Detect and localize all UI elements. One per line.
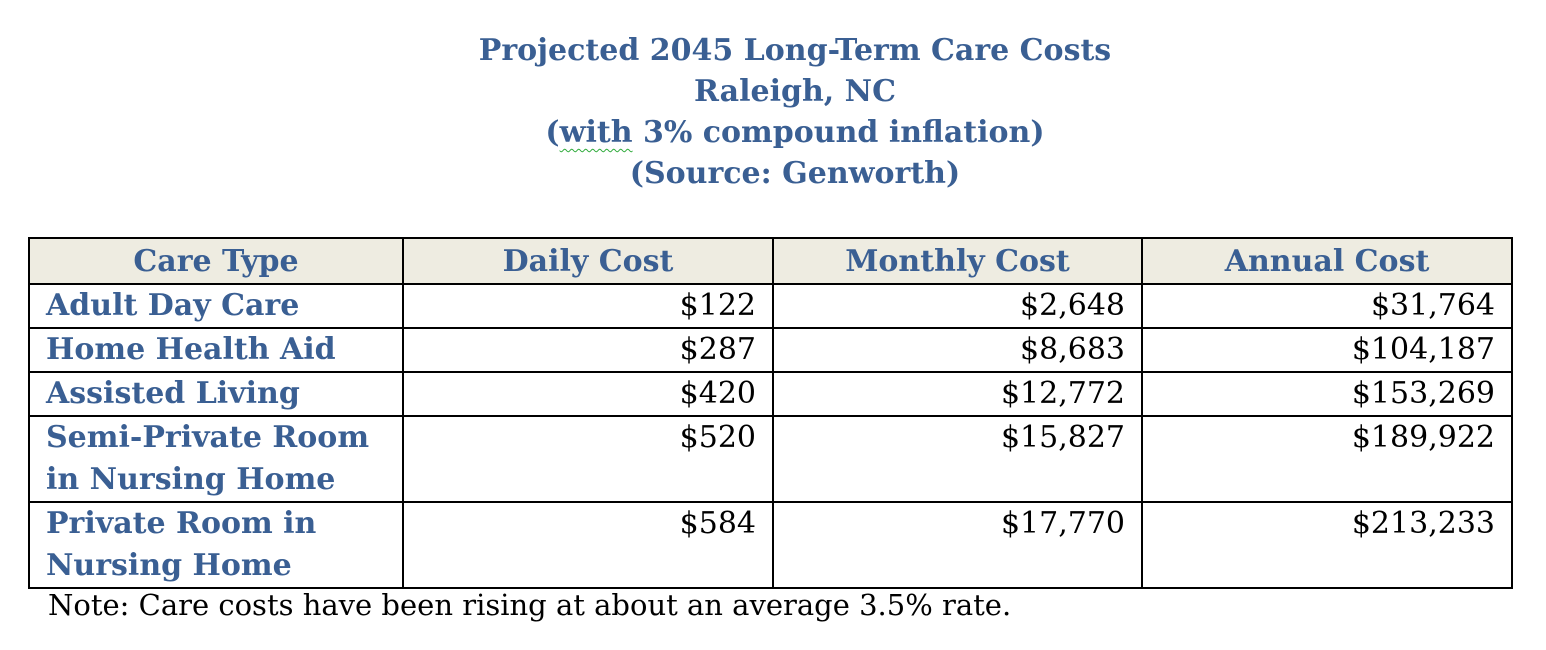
monthly-cost-cell: $2,648	[772, 283, 1143, 329]
title-line-heading: Projected 2045 Long-Term Care Costs	[478, 33, 1112, 68]
monthly-cost-cell: $12,772	[772, 371, 1143, 417]
monthly-cost-cell: $15,827	[772, 415, 1143, 503]
daily-cost-cell: $520	[402, 415, 774, 503]
table-row: Adult Day Care $122 $2,648 $31,764	[28, 283, 1513, 329]
care-type-cell: Adult Day Care	[28, 283, 404, 329]
care-type-label-line: Private Room in	[46, 506, 317, 541]
daily-cost-cell: $584	[402, 501, 774, 589]
header-row: Care Type Daily Cost Monthly Cost Annual…	[28, 237, 1513, 285]
care-type-label-line: in Nursing Home	[46, 462, 336, 497]
daily-cost-cell: $287	[402, 327, 774, 373]
care-type-cell: Semi-Private Room in Nursing Home	[28, 415, 404, 503]
header-care-type: Care Type	[28, 237, 404, 285]
annual-cost-cell: $153,269	[1141, 371, 1513, 417]
title-inflation-rest: 3% compound inflation)	[632, 115, 1045, 150]
care-type-cell: Home Health Aid	[28, 327, 404, 373]
table-body: Adult Day Care $122 $2,648 $31,764 Home …	[28, 283, 1513, 589]
annual-cost-cell: $31,764	[1141, 283, 1513, 329]
care-type-cell: Assisted Living	[28, 371, 404, 417]
daily-cost-cell: $420	[402, 371, 774, 417]
table-row: Assisted Living $420 $12,772 $153,269	[28, 371, 1513, 417]
care-type-label-line: Semi-Private Room	[46, 420, 370, 455]
spellcheck-squiggle-word: with	[559, 115, 633, 150]
annual-cost-cell: $104,187	[1141, 327, 1513, 373]
monthly-cost-cell: $8,683	[772, 327, 1143, 373]
table-row: Semi-Private Room in Nursing Home $520 $1…	[28, 415, 1513, 503]
header-annual-cost: Annual Cost	[1141, 237, 1513, 285]
care-type-cell: Private Room in Nursing Home	[28, 501, 404, 589]
annual-cost-cell: $189,922	[1141, 415, 1513, 503]
header-monthly-cost: Monthly Cost	[772, 237, 1143, 285]
footnote: Note: Care costs have been rising at abo…	[48, 588, 1012, 622]
care-type-label: Adult Day Care	[46, 288, 300, 323]
table-header: Care Type Daily Cost Monthly Cost Annual…	[28, 237, 1513, 285]
title-line-location: Raleigh, NC	[694, 74, 896, 109]
care-type-label: Assisted Living	[46, 376, 300, 411]
header-daily-cost: Daily Cost	[402, 237, 774, 285]
daily-cost-cell: $122	[402, 283, 774, 329]
table-row: Private Room in Nursing Home $584 $17,770…	[28, 501, 1513, 589]
care-type-label: Home Health Aid	[46, 332, 336, 367]
title-open-paren: (	[545, 115, 560, 150]
title-line-source: (Source: Genworth)	[629, 156, 961, 191]
annual-cost-cell: $213,233	[1141, 501, 1513, 589]
care-type-label-line: Nursing Home	[46, 548, 292, 583]
care-cost-table: Care Type Daily Cost Monthly Cost Annual…	[28, 237, 1513, 589]
monthly-cost-cell: $17,770	[772, 501, 1143, 589]
title-line-inflation: (with 3% compound inflation)	[0, 112, 1546, 153]
table-row: Home Health Aid $287 $8,683 $104,187	[28, 327, 1513, 373]
document-title: Projected 2045 Long-Term Care Costs Rale…	[0, 30, 1546, 194]
